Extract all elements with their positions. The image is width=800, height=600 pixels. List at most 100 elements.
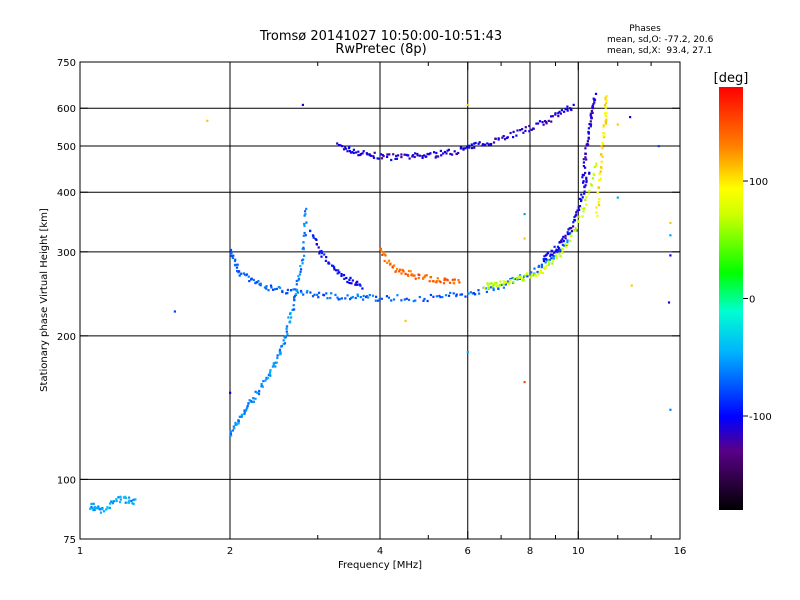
trace-point (555, 254, 558, 257)
trace-point (293, 295, 297, 298)
trace-point (473, 146, 476, 149)
trace-point (554, 250, 557, 253)
trace-point (293, 298, 296, 301)
trace-point (358, 283, 361, 286)
trace-point (421, 156, 424, 159)
trace-point (464, 295, 467, 298)
trace-point (502, 283, 505, 286)
trace-point (231, 256, 234, 260)
trace-point (299, 289, 303, 293)
trace-point (261, 385, 264, 388)
trace-point (561, 251, 564, 254)
trace-point (587, 192, 590, 195)
trace-point (483, 143, 487, 146)
trace-point (449, 291, 452, 294)
trace-point (595, 211, 598, 214)
trace-point (601, 141, 604, 144)
trace-point (315, 238, 318, 241)
trace-point (526, 275, 529, 278)
trace-point (556, 249, 559, 252)
trace-point (445, 152, 448, 155)
trace-point (584, 198, 587, 201)
trace-point (582, 161, 585, 164)
trace-point (411, 154, 415, 157)
trace-point (396, 294, 399, 297)
trace-point (523, 279, 526, 282)
trace-point (294, 288, 297, 291)
trace-point (596, 191, 600, 194)
trace-point (551, 115, 554, 118)
trace-point (275, 287, 278, 290)
trace-point (268, 372, 271, 375)
trace-point (413, 155, 416, 159)
trace-point (382, 155, 385, 158)
trace-point (242, 272, 245, 275)
data-point (616, 196, 619, 199)
trace-point (559, 112, 562, 115)
trace-point (398, 270, 401, 273)
trace-point (387, 296, 391, 299)
trace-point (572, 225, 575, 228)
trace-point (543, 255, 546, 258)
trace-point (237, 422, 240, 425)
trace-point (392, 153, 395, 156)
trace-point (569, 108, 572, 111)
trace-point (407, 298, 411, 301)
trace-point (447, 294, 451, 297)
trace-point (248, 399, 251, 402)
trace-point (342, 148, 346, 151)
trace-point (313, 293, 316, 296)
trace-point (91, 507, 94, 510)
trace-point (405, 153, 408, 156)
trace-point (279, 286, 282, 289)
trace-point (431, 280, 434, 283)
colorbar (719, 87, 743, 510)
trace-point (336, 142, 339, 145)
trace-point (564, 108, 567, 111)
trace-point (231, 429, 234, 432)
trace-point (580, 198, 583, 201)
trace-point (244, 409, 247, 412)
trace-point (119, 495, 122, 498)
trace-point (379, 247, 382, 250)
trace-point (537, 122, 540, 125)
data-point (616, 123, 619, 126)
trace-point (131, 502, 134, 505)
trace-point (442, 282, 446, 285)
trace-point (593, 173, 596, 177)
trace-point (418, 295, 421, 299)
trace-point (593, 165, 596, 169)
trace-point (585, 203, 588, 206)
trace-point (400, 299, 403, 302)
trace-point (297, 279, 300, 282)
trace-point (395, 157, 398, 160)
trace-point (385, 295, 388, 298)
trace-point (257, 280, 260, 283)
trace-point (598, 204, 601, 207)
trace-point (278, 348, 282, 351)
trace-point (540, 263, 543, 266)
trace-point (604, 114, 607, 117)
trace-point (596, 214, 599, 217)
trace-point (279, 352, 282, 355)
trace-point (128, 499, 131, 502)
trace-point (118, 501, 122, 504)
x-tick-label: 6 (465, 546, 471, 557)
trace-point (517, 275, 520, 278)
trace-point (372, 156, 376, 159)
trace-point (462, 147, 465, 150)
trace-point (496, 285, 499, 288)
trace-point (320, 255, 323, 258)
trace-point (377, 157, 380, 160)
trace-point (580, 193, 583, 196)
trace-point (467, 292, 470, 295)
trace-point (598, 198, 601, 201)
trace-point (603, 132, 606, 135)
trace-point (493, 281, 496, 285)
trace-point (346, 294, 349, 297)
trace-point (380, 153, 383, 156)
trace-point (110, 500, 113, 503)
trace-point (468, 146, 471, 149)
trace-point (371, 294, 375, 297)
trace-point (236, 263, 239, 266)
